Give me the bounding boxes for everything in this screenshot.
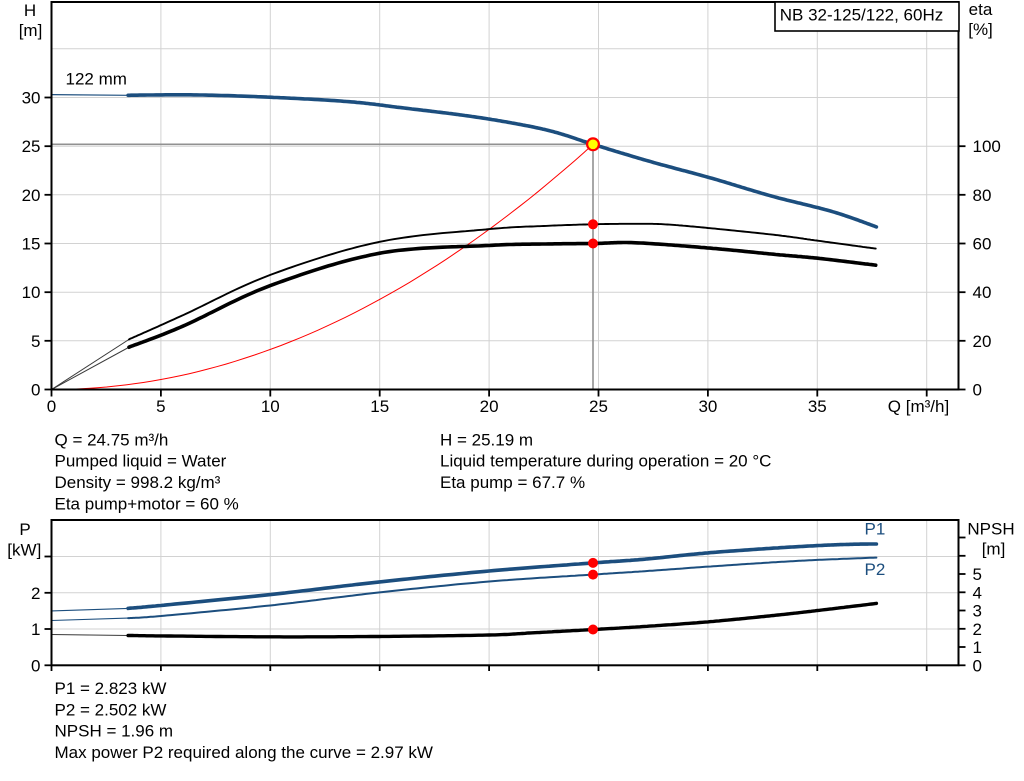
svg-text:eta: eta <box>969 0 993 19</box>
svg-text:Density = 998.2 kg/m³: Density = 998.2 kg/m³ <box>55 473 221 492</box>
svg-text:0: 0 <box>31 381 40 400</box>
svg-text:100: 100 <box>973 137 1001 156</box>
svg-text:[kW]: [kW] <box>7 540 41 559</box>
svg-text:[m]: [m] <box>19 21 43 40</box>
svg-text:Q = 24.75 m³/h: Q = 24.75 m³/h <box>55 430 169 449</box>
svg-text:NPSH = 1.96 m: NPSH = 1.96 m <box>55 722 174 741</box>
svg-text:P2 = 2.502 kW: P2 = 2.502 kW <box>55 700 167 719</box>
svg-text:25: 25 <box>22 137 41 156</box>
svg-text:35: 35 <box>808 397 827 416</box>
svg-text:0: 0 <box>31 656 40 675</box>
svg-text:Eta pump = 67.7 %: Eta pump = 67.7 % <box>440 473 585 492</box>
svg-text:10: 10 <box>261 397 280 416</box>
svg-text:0: 0 <box>973 656 982 675</box>
svg-text:P1 = 2.823 kW: P1 = 2.823 kW <box>55 679 167 698</box>
svg-text:15: 15 <box>370 397 389 416</box>
svg-text:Q [m³/h]: Q [m³/h] <box>888 397 949 416</box>
svg-text:5: 5 <box>31 332 40 351</box>
svg-text:Liquid temperature during oper: Liquid temperature during operation = 20… <box>440 452 771 471</box>
svg-text:40: 40 <box>973 283 992 302</box>
svg-text:30: 30 <box>22 89 41 108</box>
svg-text:P: P <box>19 520 30 539</box>
svg-text:20: 20 <box>480 397 499 416</box>
svg-text:80: 80 <box>973 186 992 205</box>
svg-text:5: 5 <box>973 565 982 584</box>
svg-text:Pumped liquid = Water: Pumped liquid = Water <box>55 452 227 471</box>
svg-text:20: 20 <box>973 332 992 351</box>
svg-text:15: 15 <box>22 235 41 254</box>
svg-text:20: 20 <box>22 186 41 205</box>
svg-text:5: 5 <box>156 397 165 416</box>
svg-text:30: 30 <box>698 397 717 416</box>
svg-text:2: 2 <box>31 584 40 603</box>
svg-text:H = 25.19 m: H = 25.19 m <box>440 430 533 449</box>
svg-text:4: 4 <box>973 583 982 602</box>
svg-text:122 mm: 122 mm <box>66 70 127 89</box>
svg-text:0: 0 <box>973 381 982 400</box>
svg-text:NPSH: NPSH <box>967 520 1014 539</box>
svg-text:Max power P2 required along th: Max power P2 required along the curve = … <box>55 743 433 762</box>
svg-text:[%]: [%] <box>968 20 993 39</box>
svg-text:P1: P1 <box>865 520 886 539</box>
svg-text:60: 60 <box>973 235 992 254</box>
svg-text:25: 25 <box>589 397 608 416</box>
svg-text:H: H <box>24 1 36 20</box>
svg-text:3: 3 <box>973 602 982 621</box>
svg-text:2: 2 <box>973 620 982 639</box>
svg-text:[m]: [m] <box>982 540 1006 559</box>
svg-text:NB 32-125/122, 60Hz: NB 32-125/122, 60Hz <box>780 6 944 25</box>
svg-text:1: 1 <box>973 638 982 657</box>
svg-text:1: 1 <box>31 620 40 639</box>
svg-text:10: 10 <box>22 283 41 302</box>
svg-text:0: 0 <box>47 397 56 416</box>
svg-text:Eta pump+motor = 60 %: Eta pump+motor = 60 % <box>55 494 239 513</box>
svg-text:P2: P2 <box>865 560 886 579</box>
